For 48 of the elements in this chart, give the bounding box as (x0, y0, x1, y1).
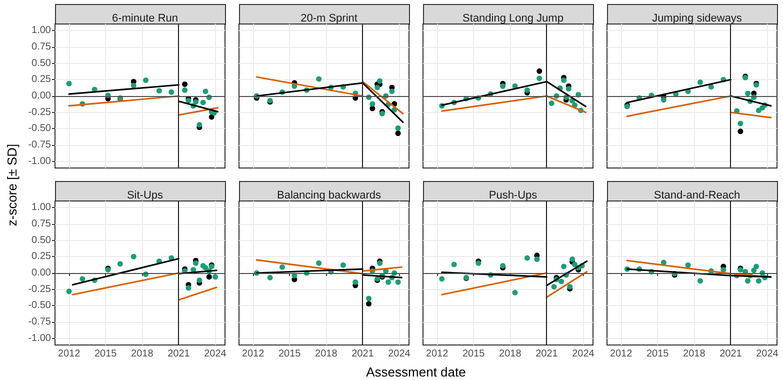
chart-title: Push-Ups (488, 190, 538, 202)
x-tick-label: 2024 (204, 348, 227, 360)
y-axis-title: z-score [± SD] (4, 144, 20, 226)
y-tick-label: 0.50 (32, 58, 52, 69)
y-tick-label: -0.25 (28, 284, 52, 295)
chart-title: Standing Long Jump (462, 12, 564, 24)
x-tick-label: 2012 (426, 348, 449, 360)
y-tick-label: 0.75 (32, 41, 52, 52)
x-tick-label: 2015 (646, 348, 670, 360)
x-tick-label: 2021 (352, 348, 374, 360)
y-tick-label: -0.75 (28, 140, 52, 151)
y-tick-label: 0.50 (32, 234, 52, 246)
chart-title: 20-m Sprint (300, 12, 358, 24)
y-tick-label: 0.25 (32, 74, 52, 86)
y-tick-label: -0.75 (28, 316, 52, 328)
x-tick-label: 2015 (462, 348, 486, 360)
y-tick-label: 1.00 (32, 202, 52, 214)
x-tick-label: 2021 (720, 348, 742, 360)
x-tick-label: 2018 (683, 348, 706, 360)
x-tick-label: 2015 (94, 348, 118, 360)
chart-title: Sit-Ups (126, 190, 164, 202)
x-tick-label: 2024 (572, 348, 595, 360)
x-tick-label: 2012 (242, 348, 265, 360)
x-tick-label: 2024 (756, 348, 779, 360)
y-tick-label: 1.00 (32, 25, 52, 36)
x-tick-label: 2015 (278, 348, 302, 360)
x-tick-label: 2012 (610, 348, 633, 360)
x-axis-title: Assessment date (366, 364, 466, 380)
x-tick-label: 2018 (499, 348, 522, 360)
x-tick-label: 2018 (131, 348, 154, 360)
x-tick-label: 2021 (168, 348, 190, 360)
y-tick-label: -0.50 (28, 300, 52, 312)
y-tick-label: 0.75 (32, 218, 52, 230)
chart-title: Balancing backwards (277, 190, 382, 202)
y-tick-label: -0.25 (28, 106, 52, 118)
y-tick-label: 0.00 (32, 90, 52, 102)
x-tick-label: 2018 (315, 348, 338, 360)
x-tick-label: 2012 (58, 348, 81, 360)
y-tick-label: -1.00 (28, 332, 52, 344)
x-tick-label: 2024 (388, 348, 411, 360)
chart-title: 6-minute Run (112, 12, 178, 24)
y-tick-label: -1.00 (28, 156, 52, 167)
chart-title: Jumping sideways (652, 12, 742, 24)
y-tick-label: 0.25 (32, 251, 52, 262)
chart-title: Stand-and-Reach (654, 190, 740, 202)
y-tick-label: -0.50 (28, 123, 52, 134)
x-tick-label: 2021 (536, 348, 558, 360)
y-tick-label: 0.00 (32, 268, 52, 278)
